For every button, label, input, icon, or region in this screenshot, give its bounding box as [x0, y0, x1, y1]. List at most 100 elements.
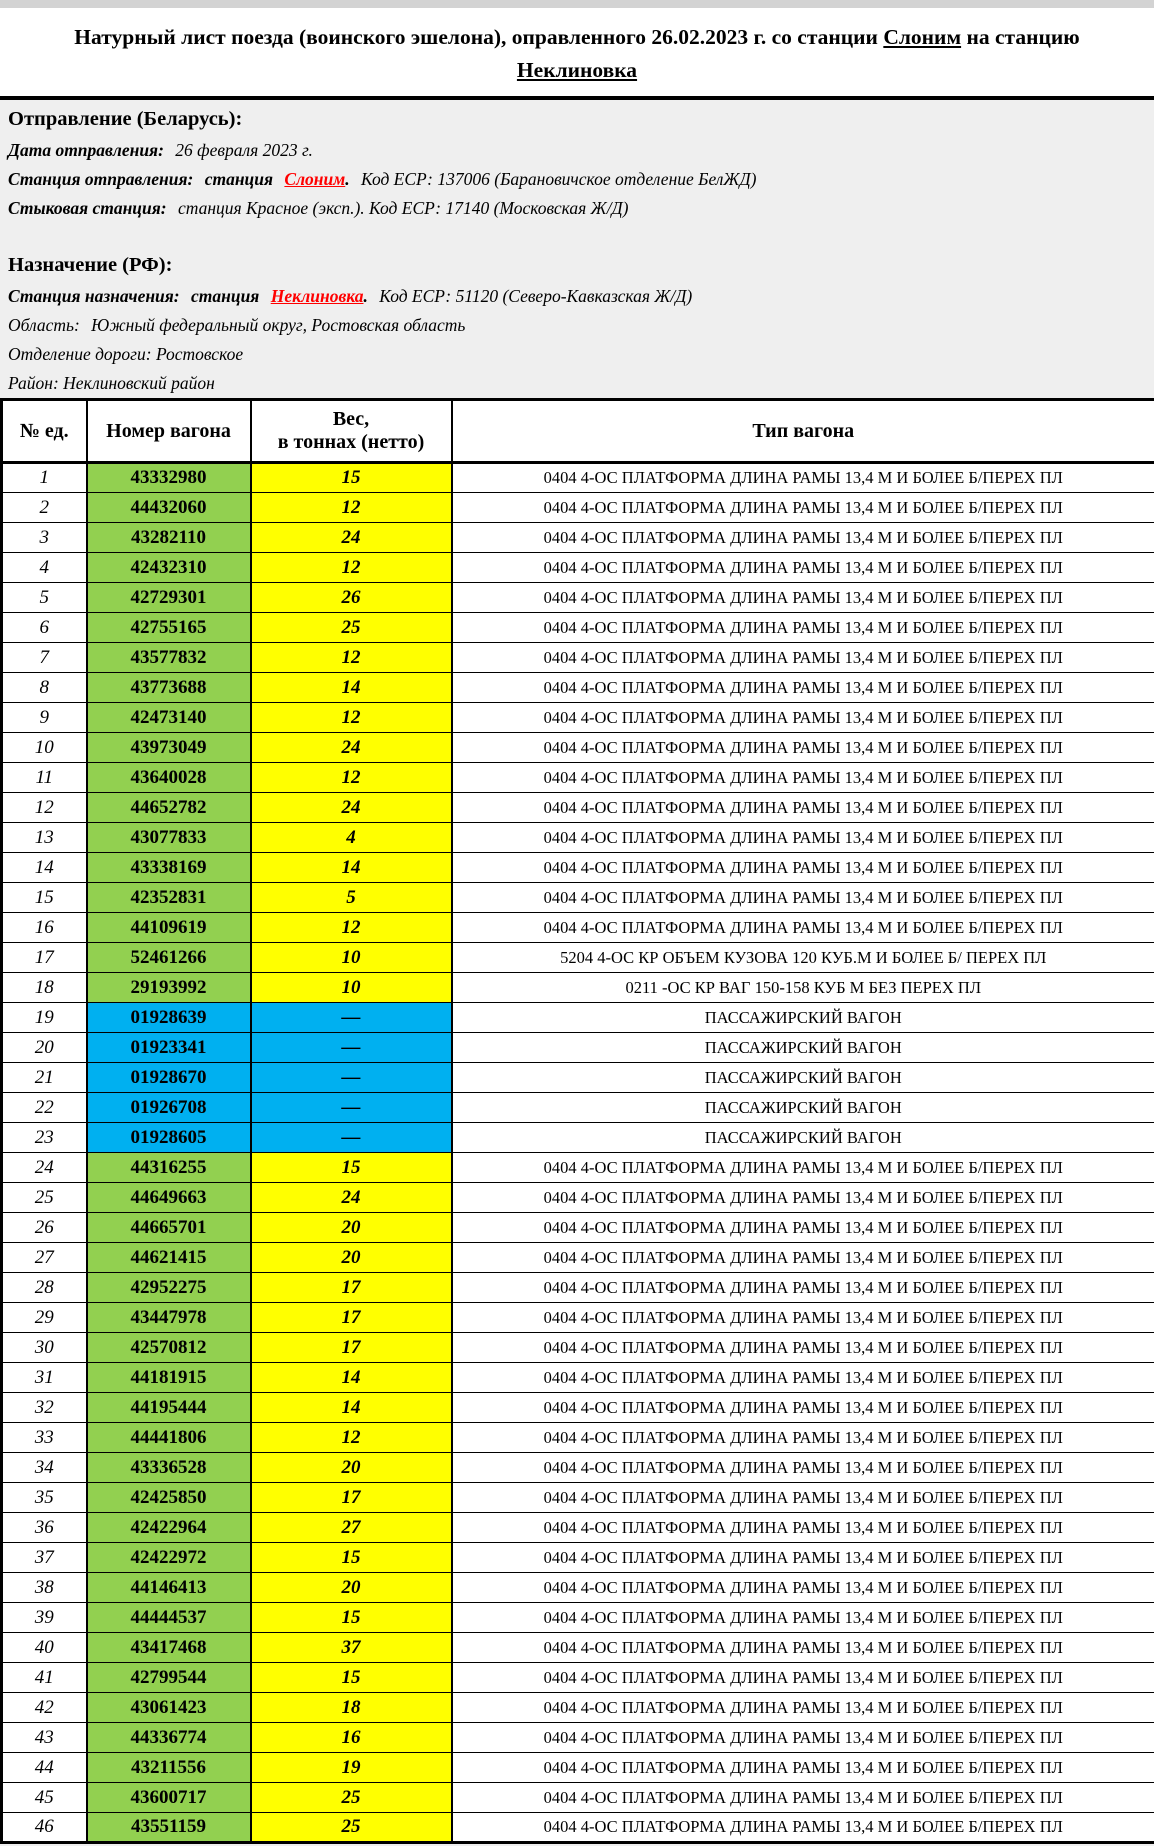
table-row: 23 01928605— ПАССАЖИРСКИЙ ВАГОН — [0, 1122, 1154, 1153]
unit-number-cell: 45 — [0, 1782, 88, 1813]
weight-cell: 12 — [249, 1422, 453, 1453]
wagon-number-cell: 42422964 — [85, 1512, 252, 1543]
wagon-number-cell: 44665701 — [85, 1212, 252, 1243]
region-line: Область: Южный федеральный округ, Ростов… — [8, 311, 1144, 340]
unit-number-cell: 9 — [0, 702, 88, 733]
table-row: 34 43336528 20 0404 4-ОС ПЛАТФОРМА ДЛИНА РА… — [0, 1452, 1154, 1483]
departure-station-word: станция — [204, 169, 274, 189]
weight-cell: 15 — [249, 462, 453, 493]
wagon-number-cell: 43773688 — [85, 672, 252, 703]
weight-cell: 26 — [249, 582, 453, 613]
table-row: 6 42755165 25 0404 4-ОС ПЛАТФОРМА ДЛИНА РАМ… — [0, 612, 1154, 643]
weight-cell: 24 — [249, 1182, 453, 1213]
weight-cell: 14 — [249, 672, 453, 703]
wagon-type-cell: 0404 4-ОС ПЛАТФОРМА ДЛИНА РАМЫ 13,4 М И … — [450, 1272, 1154, 1303]
window-top-edge — [0, 0, 1154, 8]
district-value: Неклиновский район — [63, 373, 215, 393]
wagon-type-cell: 0404 4-ОС ПЛАТФОРМА ДЛИНА РАМЫ 13,4 М И … — [450, 1692, 1154, 1723]
table-row: 26 44665701 20 0404 4-ОС ПЛАТФОРМА ДЛИНА РА… — [0, 1212, 1154, 1243]
table-row: 8 43773688 14 0404 4-ОС ПЛАТФОРМА ДЛИНА РАМ… — [0, 672, 1154, 703]
weight-cell: 12 — [249, 492, 453, 523]
division-line: Отделение дороги: Ростовское — [8, 340, 1144, 369]
table-row: 30 42570812 17 0404 4-ОС ПЛАТФОРМА ДЛИНА РА… — [0, 1332, 1154, 1363]
wagon-type-cell: 0404 4-ОС ПЛАТФОРМА ДЛИНА РАМЫ 13,4 М И … — [450, 1542, 1154, 1573]
wagon-number-cell: 01928639 — [85, 1002, 252, 1033]
weight-cell: 17 — [249, 1272, 453, 1303]
weight-cell: 12 — [249, 642, 453, 673]
weight-cell: 14 — [249, 1362, 453, 1393]
wagon-number-cell: 44316255 — [85, 1152, 252, 1183]
weight-cell: 20 — [249, 1572, 453, 1603]
unit-number-cell: 24 — [0, 1152, 88, 1183]
departure-date-line: Дата отправления: 26 февраля 2023 г. — [8, 136, 1144, 165]
unit-number-cell: 25 — [0, 1182, 88, 1213]
origin-station-link[interactable]: Слоним — [284, 169, 346, 189]
wagon-number-cell: 44195444 — [85, 1392, 252, 1423]
unit-number-cell: 18 — [0, 972, 88, 1003]
document-title: Натурный лист поезда (воинского эшелона)… — [0, 8, 1154, 100]
unit-number-cell: 10 — [0, 732, 88, 763]
table-row: 41 42799544 15 0404 4-ОС ПЛАТФОРМА ДЛИНА РА… — [0, 1662, 1154, 1693]
unit-number-cell: 43 — [0, 1722, 88, 1753]
wagon-type-cell: 0404 4-ОС ПЛАТФОРМА ДЛИНА РАМЫ 13,4 М И … — [450, 1362, 1154, 1393]
table-row: 14 43338169 14 0404 4-ОС ПЛАТФОРМА ДЛИНА РА… — [0, 852, 1154, 883]
unit-number-cell: 15 — [0, 882, 88, 913]
title-line1-suffix: на станцию — [961, 25, 1080, 49]
destination-station-dot: . — [363, 286, 368, 306]
weight-cell: 15 — [249, 1662, 453, 1693]
weight-cell: — — [249, 1002, 453, 1033]
wagon-type-cell: 0404 4-ОС ПЛАТФОРМА ДЛИНА РАМЫ 13,4 М И … — [450, 522, 1154, 553]
weight-cell: — — [249, 1092, 453, 1123]
table-header-row: № ед. Номер вагона Вес, в тоннах (нетто)… — [0, 398, 1154, 464]
manifest-table-body: 1 43332980 15 0404 4-ОС ПЛАТФОРМА ДЛИНА РАМ… — [0, 462, 1154, 1843]
wagon-type-cell: ПАССАЖИРСКИЙ ВАГОН — [450, 1122, 1154, 1153]
wagon-number-cell: 43973049 — [85, 732, 252, 763]
unit-number-cell: 32 — [0, 1392, 88, 1423]
wagon-type-cell: 0404 4-ОС ПЛАТФОРМА ДЛИНА РАМЫ 13,4 М И … — [450, 1332, 1154, 1363]
wagon-type-cell: 5204 4-ОС КР ОБЪЕМ КУЗОВА 120 КУБ.М И БО… — [450, 942, 1154, 973]
table-row: 45 43600717 25 0404 4-ОС ПЛАТФОРМА ДЛИНА РА… — [0, 1782, 1154, 1813]
wagon-number-cell: 44181915 — [85, 1362, 252, 1393]
wagon-number-cell: 44649663 — [85, 1182, 252, 1213]
wagon-type-cell: 0404 4-ОС ПЛАТФОРМА ДЛИНА РАМЫ 13,4 М И … — [450, 1302, 1154, 1333]
weight-cell: 27 — [249, 1512, 453, 1543]
table-row: 5 42729301 26 0404 4-ОС ПЛАТФОРМА ДЛИНА РАМ… — [0, 582, 1154, 613]
junction-station-label: Стыковая станция: — [8, 198, 167, 218]
wagon-number-cell: 43061423 — [85, 1692, 252, 1723]
unit-number-cell: 12 — [0, 792, 88, 823]
wagon-number-cell: 29193992 — [85, 972, 252, 1003]
origin-station-dot: . — [345, 169, 350, 189]
wagon-number-cell: 44432060 — [85, 492, 252, 523]
col-header-wagon-number: Номер вагона — [85, 398, 252, 464]
unit-number-cell: 27 — [0, 1242, 88, 1273]
wagon-number-cell: 44652782 — [85, 792, 252, 823]
weight-cell: 15 — [249, 1152, 453, 1183]
table-row: 22 01926708— ПАССАЖИРСКИЙ ВАГОН — [0, 1092, 1154, 1123]
weight-cell: 25 — [249, 1812, 453, 1843]
col-header-wagon-type: Тип вагона — [450, 398, 1154, 464]
destination-section-heading: Назначение (РФ): — [8, 254, 173, 276]
wagon-number-cell: 01923341 — [85, 1032, 252, 1063]
table-row: 12 44652782 24 0404 4-ОС ПЛАТФОРМА ДЛИНА РА… — [0, 792, 1154, 823]
table-row: 11 43640028 12 0404 4-ОС ПЛАТФОРМА ДЛИНА РА… — [0, 762, 1154, 793]
wagon-type-cell: 0404 4-ОС ПЛАТФОРМА ДЛИНА РАМЫ 13,4 М И … — [450, 1392, 1154, 1423]
wagon-number-cell: 43338169 — [85, 852, 252, 883]
district-line: Район: Неклиновский район — [8, 369, 1144, 398]
wagon-number-cell: 43077833 — [85, 822, 252, 853]
unit-number-cell: 26 — [0, 1212, 88, 1243]
destination-station-link[interactable]: Неклиновка — [270, 286, 364, 306]
weight-cell: 37 — [249, 1632, 453, 1663]
table-row: 44 43211556 19 0404 4-ОС ПЛАТФОРМА ДЛИНА РА… — [0, 1752, 1154, 1783]
table-row: 21 01928670— ПАССАЖИРСКИЙ ВАГОН — [0, 1062, 1154, 1093]
unit-number-cell: 3 — [0, 522, 88, 553]
wagon-type-cell: 0404 4-ОС ПЛАТФОРМА ДЛИНА РАМЫ 13,4 М И … — [450, 1242, 1154, 1273]
departure-station-label: Станция отправления: — [8, 169, 194, 189]
weight-cell: 24 — [249, 792, 453, 823]
departure-station-line: Станция отправления: станция Слоним. Код… — [8, 165, 1144, 194]
wagon-type-cell: 0404 4-ОС ПЛАТФОРМА ДЛИНА РАМЫ 13,4 М И … — [450, 1452, 1154, 1483]
unit-number-cell: 20 — [0, 1032, 88, 1063]
wagon-type-cell: 0404 4-ОС ПЛАТФОРМА ДЛИНА РАМЫ 13,4 М И … — [450, 1602, 1154, 1633]
wagon-type-cell: 0404 4-ОС ПЛАТФОРМА ДЛИНА РАМЫ 13,4 М И … — [450, 672, 1154, 703]
table-row: 29 43447978 17 0404 4-ОС ПЛАТФОРМА ДЛИНА РА… — [0, 1302, 1154, 1333]
wagon-type-cell: 0404 4-ОС ПЛАТФОРМА ДЛИНА РАМЫ 13,4 М И … — [450, 1422, 1154, 1453]
